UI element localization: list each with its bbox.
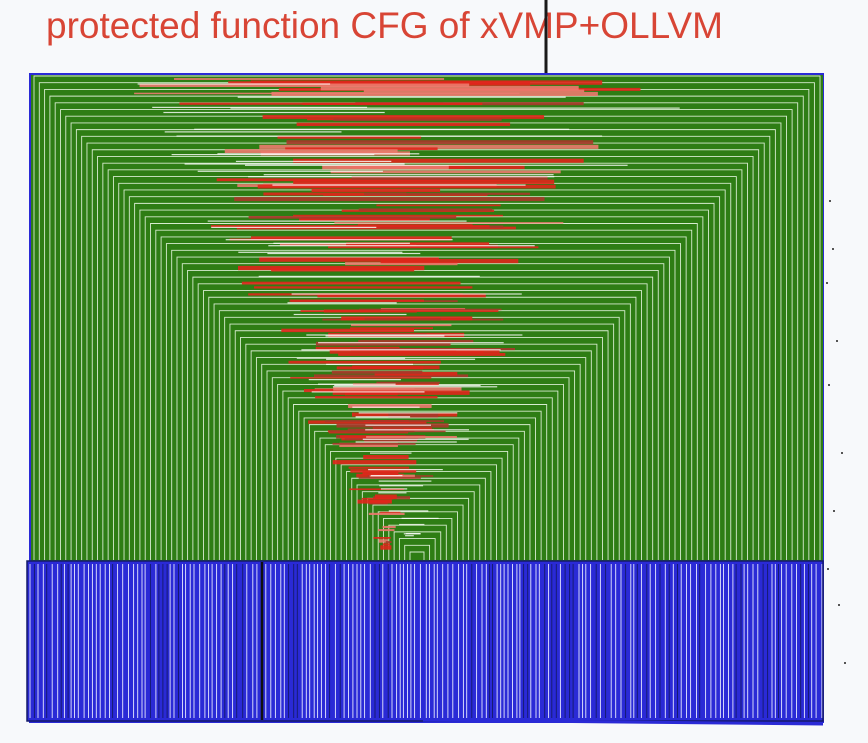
stray-nodes — [826, 200, 846, 664]
loop-edge-region — [26, 560, 824, 726]
forward-edge-region — [134, 78, 680, 550]
figure-title: protected function CFG of xVMP+OLLVM — [46, 5, 723, 46]
